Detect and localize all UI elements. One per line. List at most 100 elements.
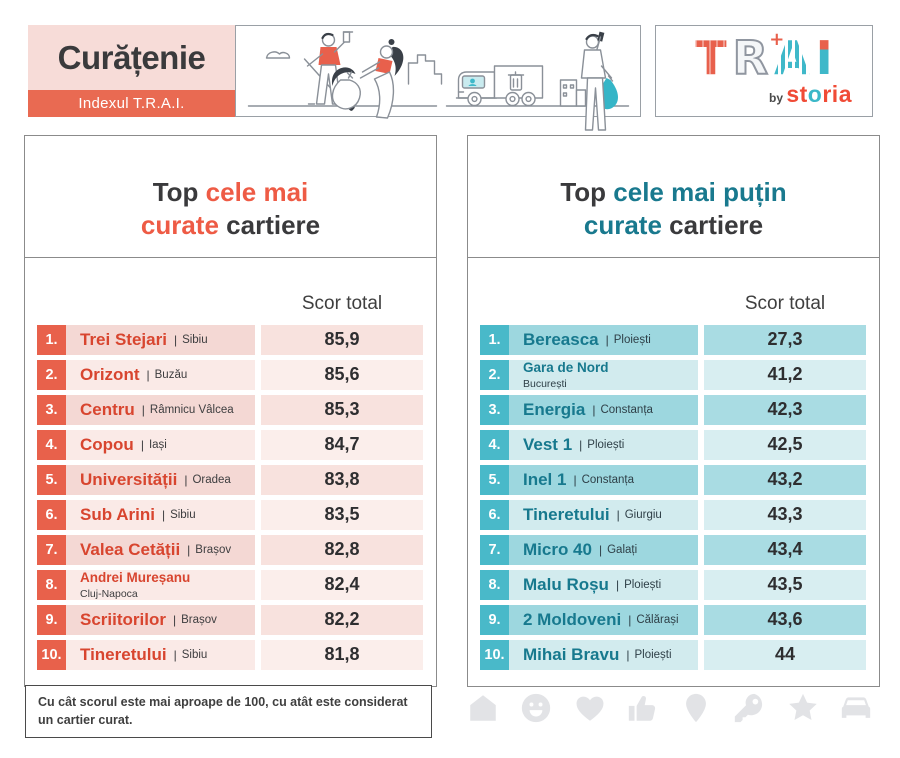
neighborhood-name: Sub Arini xyxy=(80,504,155,524)
page-title: Curățenie xyxy=(57,38,206,76)
rank-badge: 1. xyxy=(480,324,509,355)
score-value: 85,9 xyxy=(261,324,423,355)
category-icons-row xyxy=(463,687,876,729)
ranking-row: 8. Malu Roșu | Ploiești 43,5 xyxy=(480,569,866,600)
neighborhood-name: Andrei Mureșanu xyxy=(80,570,191,586)
neighborhood-name: Inel 1 xyxy=(523,469,567,489)
neighborhood-name: 2 Moldoveni xyxy=(523,609,622,629)
house-icon xyxy=(463,691,503,725)
ranking-panels: Top cele mai curate cartiere Scor total … xyxy=(24,135,880,687)
ranking-row: 2. Gara de Nord București 41,2 xyxy=(480,359,866,390)
neighborhood-name: Orizont xyxy=(80,364,140,384)
neighborhood-cell: 2 Moldoveni | Călărași xyxy=(509,604,698,635)
star-icon xyxy=(783,691,823,725)
ranking-row: 4. Copou | Iași 84,7 xyxy=(37,429,423,460)
neighborhood-cell: Bereasca | Ploiești xyxy=(509,324,698,355)
cleanest-neighborhoods-panel: Top cele mai curate cartiere Scor total … xyxy=(24,135,437,687)
rank-badge: 2. xyxy=(480,359,509,390)
smiley-icon xyxy=(516,691,556,725)
rank-badge: 8. xyxy=(37,569,66,600)
cleanest-ranking-list: 1. Trei Stejari | Sibiu 85,9 2. Orizont | Buzău 8… xyxy=(25,324,436,670)
rank-badge: 9. xyxy=(480,604,509,635)
city-name: Ploiești xyxy=(624,578,662,591)
city-name: Iași xyxy=(148,438,167,451)
score-value: 43,4 xyxy=(704,534,866,565)
ranking-row: 1. Bereasca | Ploiești 27,3 xyxy=(480,324,866,355)
city-name: Brașov xyxy=(195,543,232,556)
neighborhood-name: Tineretului xyxy=(80,644,167,664)
neighborhood-cell: Centru | Râmnicu Vâlcea xyxy=(66,394,255,425)
name-city-separator: | xyxy=(184,472,188,487)
score-value: 42,3 xyxy=(704,394,866,425)
name-city-separator: | xyxy=(598,542,603,557)
rank-badge: 5. xyxy=(37,464,66,495)
city-name: Giurgiu xyxy=(624,508,662,521)
rank-badge: 1. xyxy=(37,324,66,355)
ranking-row: 3. Energia | Constanța 42,3 xyxy=(480,394,866,425)
name-city-separator: | xyxy=(573,472,577,487)
name-city-separator: | xyxy=(172,612,177,627)
score-value: 41,2 xyxy=(704,359,866,390)
name-city-separator: | xyxy=(173,332,178,347)
street-cleaning-illustration xyxy=(235,25,641,131)
neighborhood-cell: Andrei Mureșanu Cluj-Napoca xyxy=(66,569,255,600)
name-city-separator: | xyxy=(616,507,620,522)
name-city-separator: | xyxy=(140,437,144,452)
ranking-row: 9. 2 Moldoveni | Călărași 43,6 xyxy=(480,604,866,635)
name-city-separator: | xyxy=(628,612,632,627)
rank-badge: 7. xyxy=(480,534,509,565)
ranking-row: 6. Tineretului | Giurgiu 43,3 xyxy=(480,499,866,530)
neighborhood-cell: Tineretului | Sibiu xyxy=(66,639,255,670)
city-name: Buzău xyxy=(154,368,188,381)
storia-o-glyph: o xyxy=(807,80,823,107)
score-value: 82,2 xyxy=(261,604,423,635)
neighborhood-name: Copou xyxy=(80,434,134,454)
storia-byline: by storia xyxy=(769,81,852,108)
heart-icon xyxy=(570,691,610,725)
score-value: 43,3 xyxy=(704,499,866,530)
rank-badge: 6. xyxy=(480,499,509,530)
name-city-separator: | xyxy=(187,542,191,557)
neighborhood-cell: Trei Stejari | Sibiu xyxy=(66,324,255,355)
rank-badge: 2. xyxy=(37,359,66,390)
neighborhood-name: Energia xyxy=(523,399,586,419)
neighborhood-cell: Tineretului | Giurgiu xyxy=(509,499,698,530)
score-value: 81,8 xyxy=(261,639,423,670)
rank-badge: 3. xyxy=(37,394,66,425)
neighborhood-name: Centru xyxy=(80,399,135,419)
name-city-separator: | xyxy=(615,577,620,592)
byline-by: by xyxy=(768,90,783,105)
ranking-row: 2. Orizont | Buzău 85,6 xyxy=(37,359,423,390)
ranking-row: 10. Mihai Bravu | Ploiești 44 xyxy=(480,639,866,670)
score-value: 82,8 xyxy=(261,534,423,565)
score-value: 84,7 xyxy=(261,429,423,460)
location-pin-icon xyxy=(676,691,716,725)
score-value: 83,5 xyxy=(261,499,423,530)
neighborhood-cell: Universității | Oradea xyxy=(66,464,255,495)
methodology-note: Cu cât scorul este mai aproape de 100, c… xyxy=(25,685,432,738)
score-value: 82,4 xyxy=(261,569,423,600)
rank-badge: 8. xyxy=(480,569,509,600)
header: Curățenie Indexul T.R.A.I. xyxy=(28,25,873,131)
city-name: Brașov xyxy=(181,613,217,626)
score-value: 42,5 xyxy=(704,429,866,460)
city-name: Oradea xyxy=(192,473,231,486)
neighborhood-name-line: Andrei Mureșanu xyxy=(80,569,190,587)
score-value: 44 xyxy=(704,639,866,670)
ranking-row: 5. Universității | Oradea 83,8 xyxy=(37,464,423,495)
neighborhood-cell: Gara de Nord București xyxy=(509,359,698,390)
score-value: 43,2 xyxy=(704,464,866,495)
neighborhood-cell: Inel 1 | Constanța xyxy=(509,464,698,495)
name-city-separator: | xyxy=(626,647,630,662)
neighborhood-cell: Mihai Bravu | Ploiești xyxy=(509,639,698,670)
neighborhood-name: Tineretului xyxy=(523,504,610,524)
rank-badge: 6. xyxy=(37,499,66,530)
city-name: Sibiu xyxy=(181,648,208,661)
name-city-separator: | xyxy=(146,367,150,382)
score-value: 85,3 xyxy=(261,394,423,425)
city-name: Ploiești xyxy=(613,333,651,346)
trai-logo: T R A I + xyxy=(695,30,833,82)
ranking-row: 4. Vest 1 | Ploiești 42,5 xyxy=(480,429,866,460)
rank-badge: 7. xyxy=(37,534,66,565)
neighborhood-name: Scriitorilor xyxy=(80,609,166,629)
